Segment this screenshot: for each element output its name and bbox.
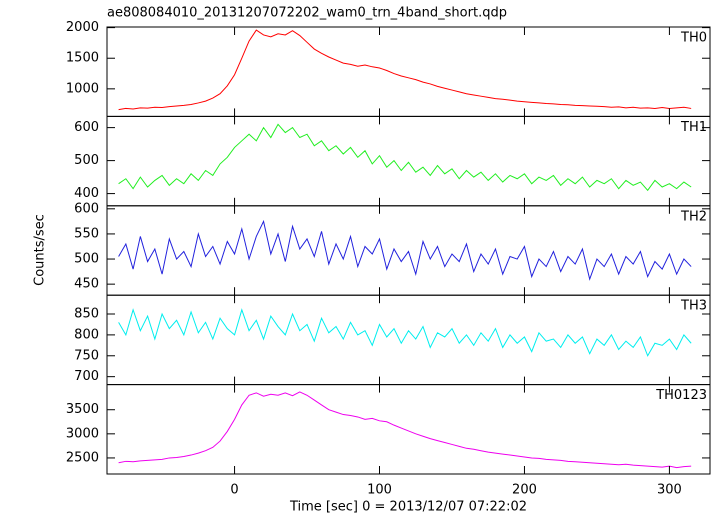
y-tick-label: 2500 — [66, 450, 99, 465]
y-tick-label: 2000 — [66, 20, 99, 35]
x-tick-label: 200 — [512, 483, 537, 498]
y-tick-label: 1500 — [66, 51, 99, 66]
y-tick-label: 600 — [74, 120, 99, 135]
x-axis-label: Time [sec] 0 = 2013/12/07 07:22:02 — [289, 500, 527, 515]
y-axis-label: Counts/sec — [33, 214, 48, 286]
data-line — [118, 29, 692, 111]
panel-label: TH0 — [680, 31, 707, 46]
y-tick-label: 3000 — [66, 426, 99, 441]
y-tick-label: 550 — [74, 226, 99, 241]
x-tick-label: 0 — [230, 483, 238, 498]
y-tick-label: 3500 — [66, 402, 99, 417]
y-tick-label: 800 — [74, 327, 99, 342]
x-tick-label: 300 — [657, 483, 682, 498]
y-tick-label: 750 — [74, 348, 99, 363]
panel-frame — [106, 205, 711, 296]
chart-title: ae808084010_20131207072202_wam0_trn_4ban… — [107, 6, 507, 21]
y-tick-label: 600 — [74, 201, 99, 216]
panel-frame — [106, 294, 711, 386]
panel-label: TH2 — [680, 209, 707, 224]
data-line — [118, 123, 692, 192]
y-tick-label: 450 — [74, 277, 99, 292]
panel-label: TH0123 — [655, 388, 707, 403]
data-line — [118, 391, 692, 469]
data-line — [118, 219, 692, 281]
x-tick-label: 100 — [367, 483, 392, 498]
y-tick-label: 1000 — [66, 81, 99, 96]
panel-label: TH3 — [680, 299, 707, 314]
panel-frame — [106, 115, 711, 207]
y-tick-label: 850 — [74, 306, 99, 321]
y-tick-label: 500 — [74, 252, 99, 267]
panel-frame — [106, 384, 711, 475]
data-line — [118, 308, 692, 357]
y-tick-label: 700 — [74, 369, 99, 384]
y-tick-label: 400 — [74, 186, 99, 201]
y-tick-label: 500 — [74, 153, 99, 168]
panel-label: TH1 — [680, 120, 707, 135]
